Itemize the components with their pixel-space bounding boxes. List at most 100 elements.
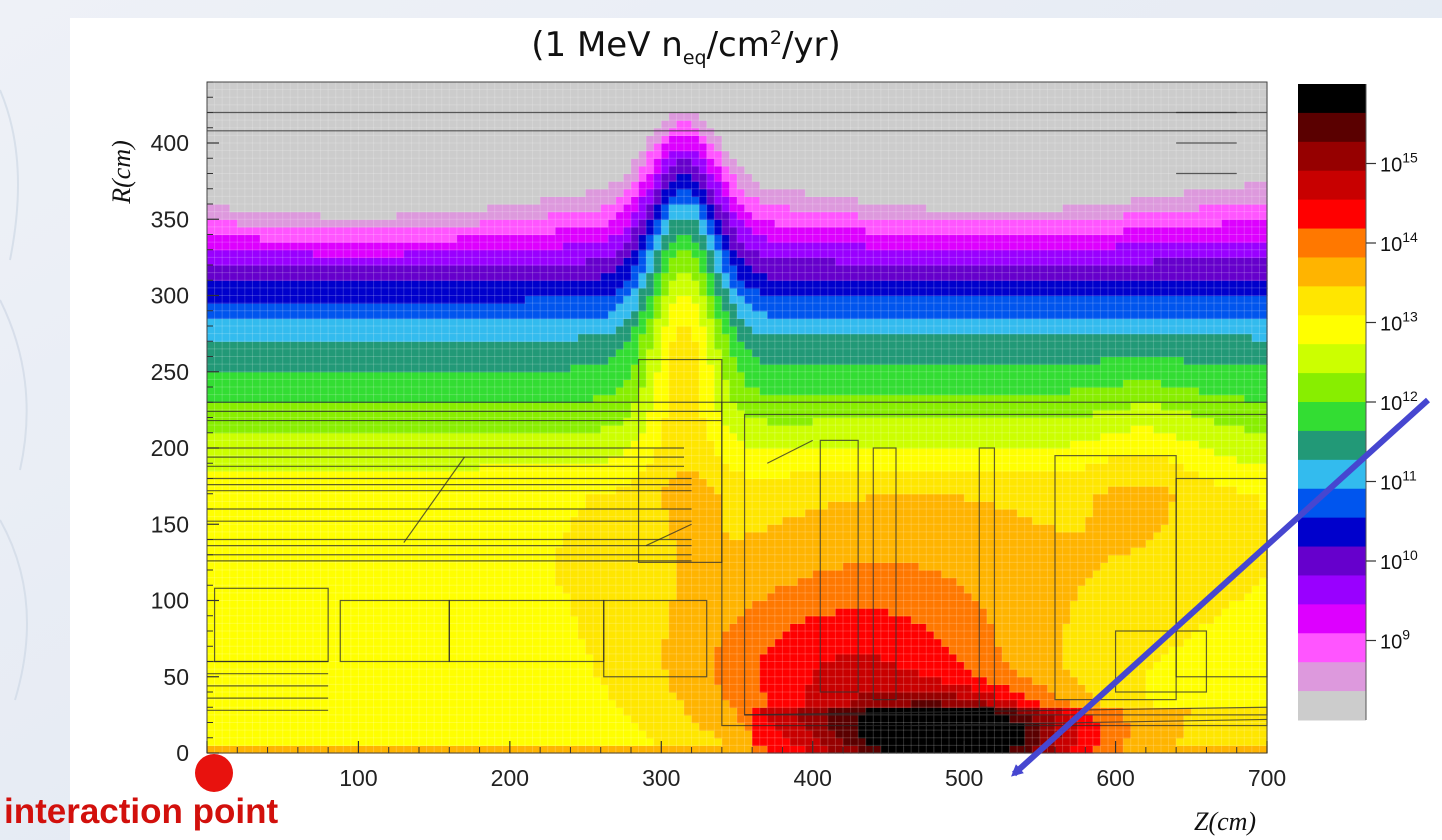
heatmap-cell	[487, 371, 496, 380]
heatmap-cell	[373, 440, 382, 449]
heatmap-cell	[388, 448, 397, 457]
heatmap-cell	[403, 692, 413, 701]
heatmap-cell	[509, 234, 519, 243]
heatmap-cell	[275, 257, 284, 266]
heatmap-cell	[532, 333, 541, 342]
heatmap-cell	[517, 97, 526, 106]
heatmap-cell	[350, 562, 360, 571]
heatmap-cell	[570, 646, 579, 655]
heatmap-cell	[350, 211, 360, 220]
heatmap-cell	[509, 204, 519, 213]
heatmap-cell	[502, 585, 511, 594]
heatmap-cell	[585, 547, 594, 556]
heatmap-cell	[631, 318, 640, 327]
heatmap-cell	[313, 257, 322, 266]
heatmap-cell	[464, 592, 473, 602]
heatmap-cell	[494, 509, 503, 518]
heatmap-cell	[267, 249, 276, 258]
heatmap-cell	[290, 135, 299, 144]
heatmap-cell	[623, 150, 632, 159]
heatmap-cell	[525, 143, 534, 152]
heatmap-cell	[252, 722, 261, 731]
heatmap-cell	[623, 181, 632, 190]
heatmap-cell	[419, 600, 428, 609]
heatmap-cell	[562, 234, 572, 243]
heatmap-cell	[487, 318, 496, 327]
heatmap-cell	[456, 707, 466, 716]
heatmap-cell	[396, 97, 405, 106]
heatmap-cell	[555, 615, 564, 624]
heatmap-cell	[313, 714, 322, 724]
heatmap-cell	[449, 150, 458, 159]
heatmap-cell	[388, 204, 397, 213]
heatmap-cell	[434, 242, 443, 251]
heatmap-cell	[282, 158, 291, 167]
heatmap-cell	[275, 249, 284, 258]
heatmap-cell	[290, 425, 299, 434]
heatmap-cell	[525, 463, 534, 472]
heatmap-cell	[335, 188, 344, 197]
heatmap-cell	[502, 440, 511, 449]
heatmap-cell	[487, 280, 496, 289]
heatmap-cell	[585, 577, 594, 586]
heatmap-cell	[305, 242, 314, 251]
heatmap-cell	[434, 272, 443, 281]
heatmap-cell	[267, 158, 276, 167]
heatmap-cell	[578, 448, 587, 457]
heatmap-cell	[214, 348, 223, 358]
heatmap-cell	[593, 379, 602, 388]
heatmap-cell	[449, 562, 458, 571]
heatmap-cell	[373, 425, 382, 434]
heatmap-cell	[441, 204, 450, 213]
heatmap-cell	[328, 562, 337, 571]
heatmap-cell	[494, 592, 503, 602]
heatmap-cell	[509, 585, 519, 594]
heatmap-cell	[396, 318, 405, 327]
heatmap-cell	[547, 692, 556, 701]
heatmap-cell	[403, 592, 413, 602]
heatmap-cell	[562, 280, 572, 289]
heatmap-cell	[631, 493, 640, 502]
heatmap-cell	[509, 531, 519, 541]
heatmap-cell	[282, 265, 291, 274]
heatmap-cell	[244, 745, 254, 754]
heatmap-cell	[282, 204, 291, 213]
heatmap-cell	[320, 539, 329, 548]
heatmap-cell	[335, 165, 344, 175]
heatmap-cell	[381, 348, 390, 358]
heatmap-cell	[479, 661, 488, 670]
heatmap-cell	[305, 699, 314, 708]
heatmap-cell	[297, 402, 307, 411]
heatmap-cell	[472, 539, 481, 548]
heatmap-cell	[517, 684, 526, 693]
heatmap-cell	[207, 181, 216, 190]
heatmap-cell	[282, 554, 291, 563]
heatmap-cell	[358, 196, 367, 205]
heatmap-cell	[472, 104, 481, 114]
heatmap-cell	[335, 539, 344, 548]
heatmap-cell	[532, 143, 541, 152]
heatmap-cell	[608, 211, 617, 220]
heatmap-cell	[237, 470, 246, 480]
heatmap-cell	[313, 150, 322, 159]
heatmap-cell	[222, 547, 231, 556]
heatmap-cell	[207, 188, 216, 197]
heatmap-cell	[441, 714, 450, 724]
heatmap-cell	[358, 547, 367, 556]
heatmap-cell	[615, 287, 625, 297]
heatmap-cell	[343, 242, 352, 251]
heatmap-cell	[593, 615, 602, 624]
heatmap-cell	[562, 82, 572, 91]
heatmap-cell	[396, 371, 405, 380]
heatmap-cell	[222, 226, 231, 236]
heatmap-cell	[366, 577, 375, 586]
heatmap-cell	[260, 341, 269, 350]
heatmap-cell	[373, 127, 382, 136]
heatmap-cell	[411, 242, 420, 251]
heatmap-cell	[525, 608, 534, 617]
heatmap-cell	[244, 585, 254, 594]
heatmap-cell	[252, 333, 261, 342]
heatmap-cell	[479, 150, 488, 159]
heatmap-cell	[214, 455, 223, 464]
heatmap-cell	[403, 348, 413, 358]
